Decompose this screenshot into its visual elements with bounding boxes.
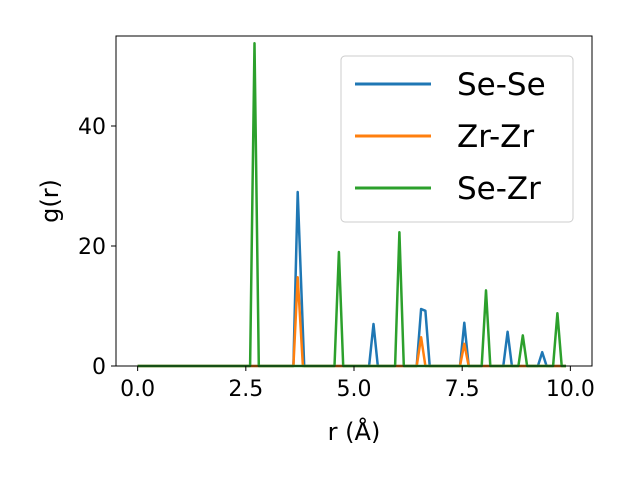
- legend-label-se-zr: Se-Zr: [457, 171, 541, 207]
- legend-label-se-se: Se-Se: [457, 67, 546, 103]
- x-tick-label: 7.5: [445, 377, 480, 402]
- x-tick-label: 2.5: [228, 377, 263, 402]
- x-axis-ticks: 0.0 2.5 5.0 7.5 10.0: [120, 366, 595, 402]
- series-line-zr-zr: [137, 275, 566, 368]
- y-axis-ticks: 0 20 40: [78, 115, 116, 380]
- x-tick-label: 10.0: [546, 377, 595, 402]
- y-tick-label: 40: [78, 115, 106, 140]
- legend-label-zr-zr: Zr-Zr: [457, 119, 534, 155]
- y-axis-label: g(r): [36, 179, 64, 223]
- x-axis-label: r (Å): [328, 417, 381, 446]
- y-tick-label: 20: [78, 235, 106, 260]
- y-tick-label: 0: [92, 355, 106, 380]
- legend-box: [340, 55, 574, 223]
- x-tick-label: 5.0: [337, 377, 372, 402]
- x-tick-label: 0.0: [120, 377, 155, 402]
- legend: Se-Se Zr-Zr Se-Zr: [340, 55, 574, 223]
